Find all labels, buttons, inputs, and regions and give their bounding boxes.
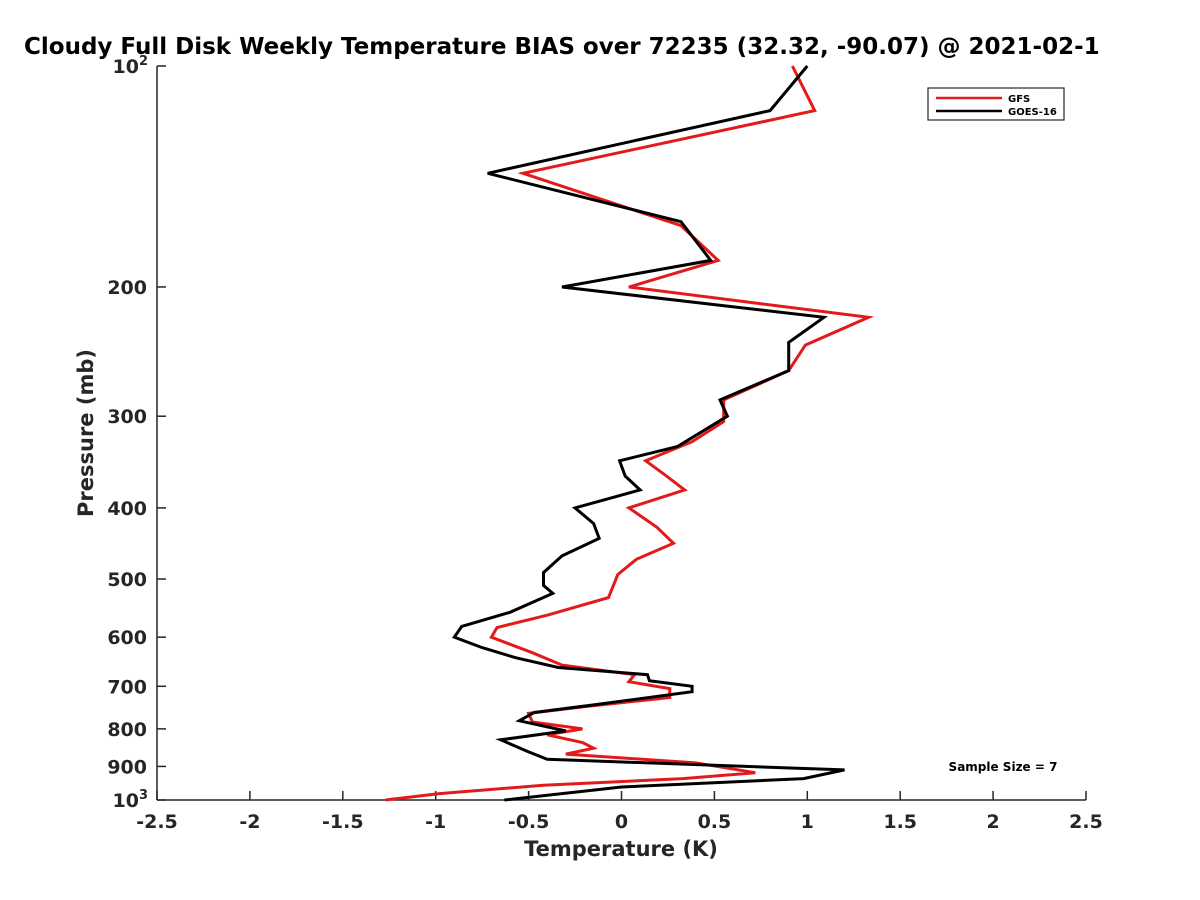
- x-tick-label: -2.5: [136, 811, 178, 833]
- x-tick-label: -1.5: [322, 811, 364, 833]
- legend: GFS GOES-16: [927, 87, 1065, 121]
- y-tick-label: 500: [107, 569, 147, 591]
- x-axis-title: Temperature (K): [524, 837, 718, 861]
- y-tick-label: 900: [107, 756, 147, 778]
- x-tick-label: 1.5: [883, 811, 917, 833]
- y-tick-label: 700: [107, 676, 147, 698]
- chart-title: Cloudy Full Disk Weekly Temperature BIAS…: [24, 34, 1100, 60]
- legend-box: [927, 87, 1065, 121]
- x-tick-label: 0.5: [698, 811, 732, 833]
- legend-label: GFS: [1008, 94, 1030, 105]
- sample-size-annotation: Sample Size = 7: [949, 760, 1058, 774]
- series-line-gfs: [385, 65, 875, 802]
- y-tick-label: 300: [107, 406, 147, 428]
- y-axis-title: Pressure (mb): [74, 349, 98, 517]
- x-tick-label: 2: [986, 811, 999, 833]
- series-line-goes-16: [451, 65, 845, 802]
- series-lines: [385, 65, 875, 802]
- x-tick-label: -1: [425, 811, 446, 833]
- y-tick-label: 200: [107, 277, 147, 299]
- x-tick-label: 2.5: [1069, 811, 1103, 833]
- legend-label: GOES-16: [1008, 107, 1057, 118]
- x-tick-label: -0.5: [508, 811, 550, 833]
- x-tick-label: 0: [615, 811, 628, 833]
- y-tick-exponent: 3: [139, 788, 148, 803]
- plot-area: [156, 66, 1086, 801]
- y-tick-label: 400: [107, 498, 147, 520]
- y-tick-label: 600: [107, 627, 147, 649]
- x-tick-label: -2: [239, 811, 260, 833]
- x-tick-label: 1: [801, 811, 814, 833]
- y-tick-label: 10: [113, 790, 139, 812]
- y-tick-label: 10: [113, 56, 139, 78]
- x-axis-ticks: -2.5 -2 -1.5 -1 -0.5 0 0.5 1 1.5 2 2.5: [136, 791, 1103, 833]
- y-tick-exponent: 2: [139, 54, 148, 69]
- y-tick-label: 800: [107, 719, 147, 741]
